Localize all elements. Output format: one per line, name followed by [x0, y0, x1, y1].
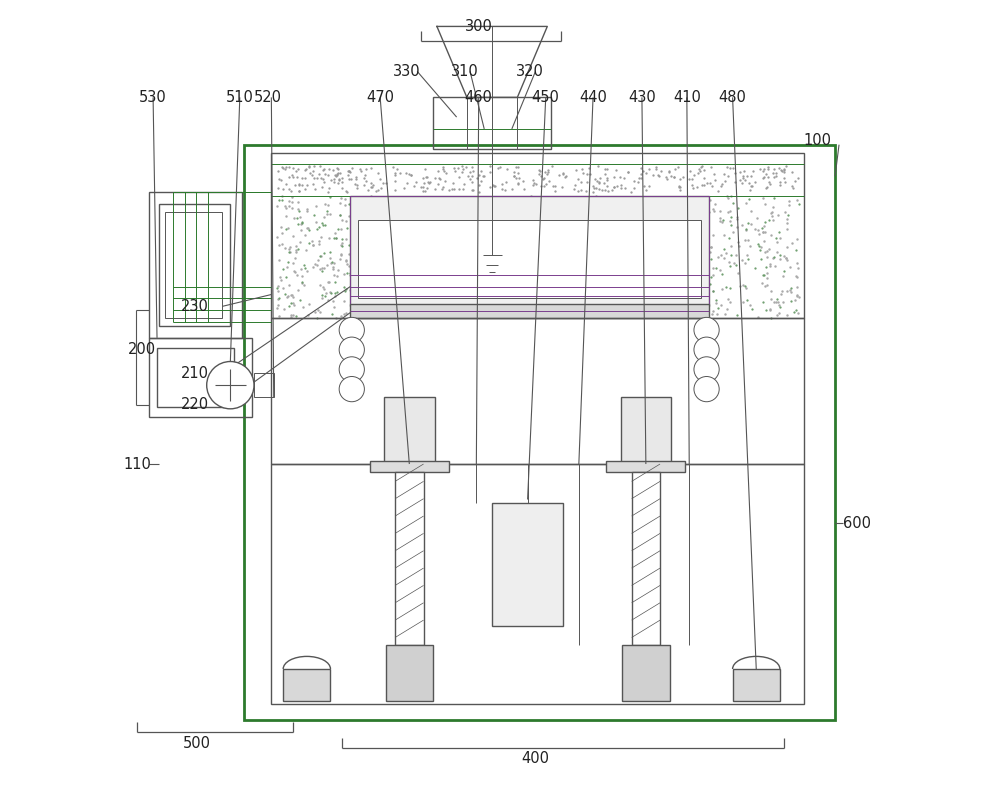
Bar — [621, 397, 671, 464]
Text: 400: 400 — [521, 750, 549, 765]
Text: 310: 310 — [451, 64, 478, 79]
Bar — [622, 646, 670, 700]
Text: 220: 220 — [181, 397, 209, 412]
Text: 510: 510 — [226, 90, 254, 105]
Circle shape — [694, 357, 719, 382]
Bar — [244, 145, 835, 720]
Text: 200: 200 — [128, 342, 156, 357]
Text: 460: 460 — [465, 90, 493, 105]
Text: 300: 300 — [465, 19, 493, 34]
Circle shape — [694, 376, 719, 402]
Text: 320: 320 — [516, 64, 544, 79]
Bar — [159, 204, 230, 326]
Text: 430: 430 — [628, 90, 656, 105]
Bar — [350, 196, 709, 306]
Bar — [606, 461, 685, 472]
Bar — [165, 212, 222, 318]
Bar — [149, 338, 252, 417]
Bar — [433, 98, 551, 148]
Bar — [350, 304, 709, 318]
Bar — [370, 461, 449, 472]
Bar — [632, 472, 660, 646]
Circle shape — [694, 318, 719, 342]
Text: 100: 100 — [804, 133, 832, 148]
Circle shape — [339, 318, 364, 342]
Circle shape — [339, 357, 364, 382]
Bar — [157, 348, 234, 407]
Text: 330: 330 — [393, 64, 421, 79]
Bar — [283, 669, 330, 700]
Text: 450: 450 — [532, 90, 560, 105]
Circle shape — [207, 361, 254, 409]
Bar — [733, 669, 780, 700]
Text: 520: 520 — [253, 90, 281, 105]
Text: 530: 530 — [139, 90, 167, 105]
Bar — [358, 220, 701, 299]
Text: 410: 410 — [673, 90, 701, 105]
Circle shape — [339, 376, 364, 402]
Text: 480: 480 — [719, 90, 747, 105]
Text: 440: 440 — [579, 90, 607, 105]
Bar — [271, 464, 804, 704]
Bar — [492, 503, 563, 626]
Circle shape — [694, 337, 719, 362]
Bar — [395, 472, 424, 646]
Text: 470: 470 — [366, 90, 394, 105]
Text: 110: 110 — [123, 457, 151, 472]
Bar — [350, 196, 709, 306]
Bar — [254, 373, 274, 397]
Bar — [271, 152, 804, 318]
Bar — [271, 318, 804, 464]
Bar — [149, 192, 242, 338]
Text: 500: 500 — [182, 736, 210, 751]
Bar — [386, 646, 433, 700]
Text: 230: 230 — [181, 299, 209, 314]
Bar — [384, 397, 435, 464]
Circle shape — [339, 337, 364, 362]
Text: 600: 600 — [843, 515, 871, 530]
Text: 210: 210 — [181, 366, 209, 381]
